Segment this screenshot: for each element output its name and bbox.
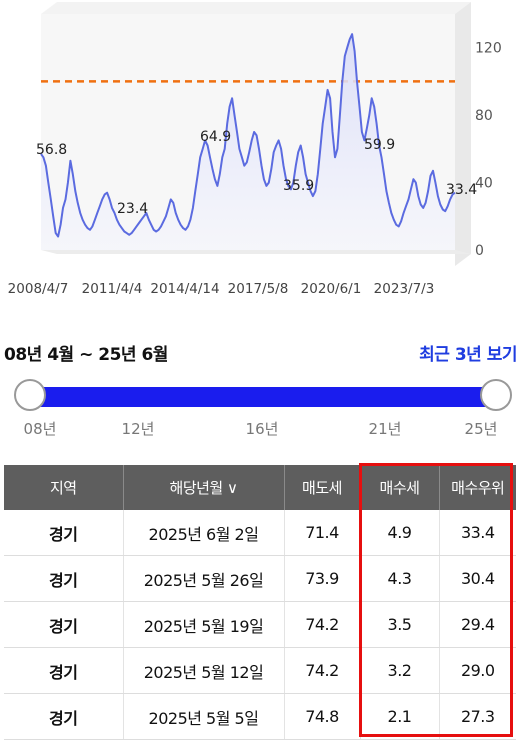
cell-date: 2025년 5월 12일 — [123, 647, 285, 694]
y-tick-label: 0 — [475, 243, 484, 259]
data-label: 59.9 — [364, 137, 395, 153]
slider-tick-label: 25년 — [464, 420, 498, 438]
cell-date: 2025년 5월 5일 — [123, 693, 285, 740]
range-slider-end-handle[interactable] — [480, 379, 512, 411]
series-line — [40, 33, 456, 238]
cell-buy-advantage: 27.3 — [439, 693, 516, 740]
cell-buy: 2.1 — [360, 693, 440, 740]
x-tick-label: 2011/4/4 — [82, 281, 143, 297]
cell-region: 경기 — [4, 647, 124, 694]
cell-buy: 4.3 — [360, 555, 440, 602]
cell-buy: 3.5 — [360, 601, 440, 648]
data-label: 64.9 — [200, 129, 231, 145]
cell-date: 2025년 5월 19일 — [123, 601, 285, 648]
recent-3-years-link[interactable]: 최근 3년 보기 — [419, 345, 517, 365]
x-tick-label: 2008/4/7 — [8, 281, 69, 297]
x-tick-label: 2020/6/1 — [301, 281, 362, 297]
table-row: 경기 2025년 5월 19일 74.2 3.5 29.4 — [4, 601, 516, 648]
y-tick-label: 80 — [475, 108, 493, 124]
x-tick-label: 2014/4/14 — [150, 281, 219, 297]
cell-sell: 74.8 — [284, 693, 361, 740]
cell-buy-advantage: 30.4 — [439, 555, 516, 602]
date-range-title: 08년 4월 ~ 25년 6월 — [4, 345, 168, 365]
cell-buy-advantage: 29.0 — [439, 647, 516, 694]
slider-tick-label: 16년 — [245, 420, 279, 438]
header-sell: 매도세 — [284, 465, 361, 510]
header-date-sort[interactable]: 해당년월 ∨ — [123, 465, 285, 510]
table-row: 경기 2025년 5월 12일 74.2 3.2 29.0 — [4, 647, 516, 694]
y-tick-label: 40 — [475, 176, 493, 192]
cell-region: 경기 — [4, 601, 124, 648]
data-label: 33.4 — [446, 182, 477, 198]
data-label: 23.4 — [117, 201, 148, 217]
x-axis: 2008/4/7 2011/4/4 2014/4/14 2017/5/8 2020/6/… — [8, 281, 435, 297]
plot-floor — [41, 250, 471, 254]
range-slider-start-handle[interactable] — [14, 379, 46, 411]
data-table: 지역 해당년월 ∨ 매도세 매수세 매수우위 경기 2025년 6월 2일 71… — [4, 465, 516, 740]
x-tick-label: 2023/7/3 — [374, 281, 435, 297]
index-chart: 0 40 80 120 2008/4/7 2011/4/4 2014/4/14 2017/5… — [8, 2, 502, 297]
cell-region: 경기 — [4, 510, 124, 556]
annotations-layer: 56.8 23.4 64.9 35.9 59.9 33.4 — [36, 129, 477, 217]
cell-date: 2025년 5월 26일 — [123, 555, 285, 602]
cell-buy-advantage: 33.4 — [439, 510, 516, 556]
cell-buy-advantage: 29.4 — [439, 601, 516, 648]
cell-region: 경기 — [4, 693, 124, 740]
slider-tick-label: 08년 — [23, 420, 57, 438]
range-slider-track[interactable] — [30, 387, 496, 407]
table-row: 경기 2025년 5월 5일 74.8 2.1 27.3 — [4, 693, 516, 740]
slider-tick-label: 12년 — [121, 420, 155, 438]
series-layer — [40, 33, 456, 251]
y-axis: 0 40 80 120 — [475, 41, 502, 259]
cell-sell: 73.9 — [284, 555, 361, 602]
header-region: 지역 — [4, 465, 124, 510]
plot-top-wall — [41, 2, 471, 14]
header-buy-advantage: 매수우위 — [439, 465, 516, 510]
slider-tick-label: 21년 — [368, 420, 402, 438]
cell-date: 2025년 6월 2일 — [123, 510, 285, 556]
header-buy: 매수세 — [360, 465, 440, 510]
cell-sell: 71.4 — [284, 510, 361, 556]
plot-side-wall — [455, 2, 471, 266]
x-tick-label: 2017/5/8 — [228, 281, 289, 297]
series-area — [41, 34, 455, 251]
data-label: 35.9 — [283, 178, 314, 194]
cell-sell: 74.2 — [284, 601, 361, 648]
cell-buy: 4.9 — [360, 510, 440, 556]
table-header-row: 지역 해당년월 ∨ 매도세 매수세 매수우위 — [4, 465, 516, 510]
data-label: 56.8 — [36, 142, 67, 158]
y-tick-label: 120 — [475, 41, 502, 57]
table-row: 경기 2025년 5월 26일 73.9 4.3 30.4 — [4, 555, 516, 602]
table-row: 경기 2025년 6월 2일 71.4 4.9 33.4 — [4, 510, 516, 556]
cell-sell: 74.2 — [284, 647, 361, 694]
cell-buy: 3.2 — [360, 647, 440, 694]
cell-region: 경기 — [4, 555, 124, 602]
